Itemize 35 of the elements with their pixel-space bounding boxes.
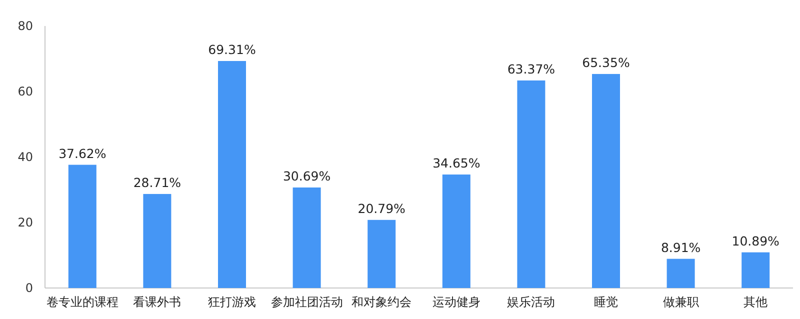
- bar: [143, 194, 172, 288]
- data-label: 63.37%: [507, 61, 556, 76]
- data-label: 20.79%: [358, 200, 406, 216]
- bar: [517, 80, 546, 288]
- y-tick-label: 60: [18, 84, 33, 98]
- bar: [592, 74, 620, 288]
- data-label: 34.65%: [432, 156, 480, 171]
- data-label: 37.62%: [58, 146, 106, 161]
- x-tick-label: 看课外书: [133, 295, 182, 309]
- x-tick-label: 参加社团活动: [270, 295, 343, 309]
- x-tick-label: 娱乐活动: [507, 295, 556, 309]
- y-tick-label: 0: [25, 281, 33, 295]
- bar: [666, 258, 695, 288]
- bar: [292, 187, 321, 288]
- data-label: 8.91%: [660, 240, 701, 255]
- bar: [368, 220, 396, 288]
- x-tick-label: 运动健身: [432, 295, 480, 309]
- x-tick-label: 做兼职: [662, 295, 699, 309]
- y-tick-label: 20: [18, 216, 33, 230]
- x-tick-label: 卷专业的课程: [46, 295, 118, 309]
- data-label: 30.69%: [282, 168, 331, 184]
- data-label: 28.71%: [133, 174, 182, 190]
- bar: [442, 174, 470, 288]
- data-label: 10.89%: [732, 233, 780, 248]
- bar: [68, 164, 96, 288]
- bar: [742, 252, 770, 288]
- bar: [218, 61, 246, 288]
- y-tick-label: 40: [18, 150, 33, 164]
- x-tick-label: 狂打游戏: [208, 295, 256, 309]
- x-tick-label: 和对象约会: [352, 295, 412, 309]
- data-label: 69.31%: [208, 42, 256, 58]
- x-tick-label: 其他: [744, 295, 768, 309]
- data-label: 65.35%: [582, 54, 630, 70]
- x-tick-label: 睡觉: [594, 295, 618, 309]
- y-tick-label: 80: [18, 19, 33, 33]
